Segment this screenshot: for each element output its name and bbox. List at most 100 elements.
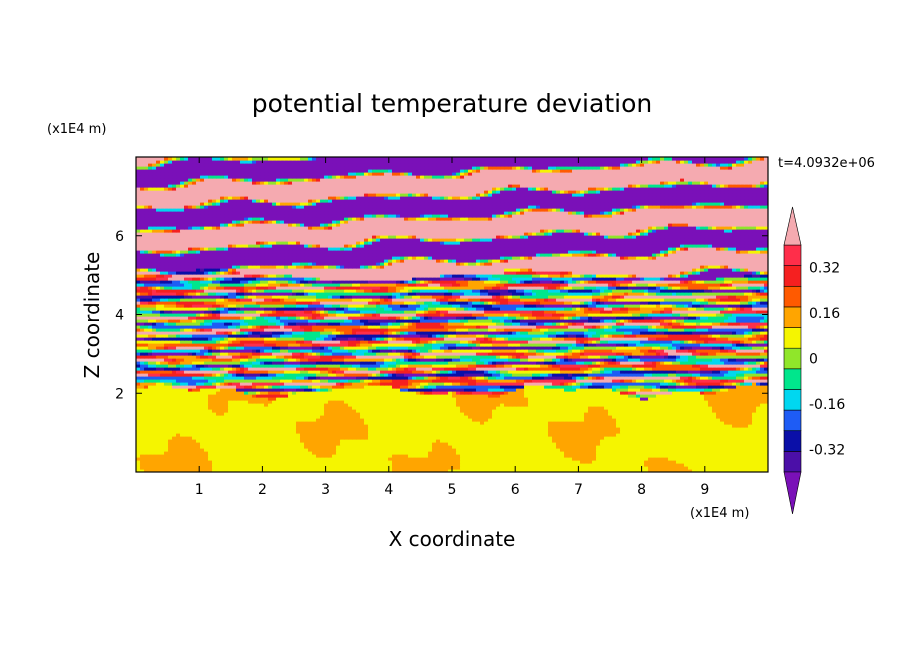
- field-cell: [652, 463, 657, 467]
- field-cell: [496, 469, 501, 472]
- field-cell: [392, 466, 397, 470]
- field-cell: [144, 463, 149, 467]
- field-cell: [588, 463, 593, 467]
- field-cell: [424, 469, 429, 472]
- field-cell: [432, 463, 437, 467]
- field-cell: [740, 469, 745, 472]
- field-cell: [584, 463, 589, 467]
- field-cell: [136, 466, 141, 470]
- field-cell: [500, 469, 505, 472]
- field-cell: [184, 469, 189, 472]
- field-cell: [500, 463, 505, 467]
- field-cell: [336, 469, 341, 472]
- field-cell: [360, 469, 365, 472]
- field-cell: [552, 463, 557, 467]
- field-cell: [216, 466, 221, 470]
- field-cell: [220, 466, 225, 470]
- field-cell: [432, 466, 437, 470]
- field-cell: [144, 466, 149, 470]
- field-cell: [656, 469, 661, 472]
- field-cell: [368, 463, 373, 467]
- field-cell: [152, 463, 157, 467]
- field-cell: [468, 463, 473, 467]
- field-cell: [456, 466, 461, 470]
- field-cell: [476, 466, 481, 470]
- field-cell: [388, 463, 393, 467]
- field-cell: [148, 463, 153, 467]
- field-cell: [668, 469, 673, 472]
- field-cell: [176, 466, 181, 470]
- field-cell: [548, 466, 553, 470]
- field-cell: [220, 469, 225, 472]
- field-cell: [136, 469, 141, 472]
- field-cell: [604, 466, 609, 470]
- field-cell: [152, 466, 157, 470]
- field-cell: [620, 466, 625, 470]
- field-cell: [620, 463, 625, 467]
- field-cell: [420, 466, 425, 470]
- field-cell: [464, 463, 469, 467]
- field-cell: [544, 466, 549, 470]
- field-cell: [520, 463, 525, 467]
- field-cell: [312, 469, 317, 472]
- field-cell: [256, 463, 261, 467]
- field-cell: [568, 463, 573, 467]
- field-cell: [520, 466, 525, 470]
- field-cell: [644, 466, 649, 470]
- field-cell: [532, 463, 537, 467]
- field-cell: [684, 469, 689, 472]
- field-cell: [528, 463, 533, 467]
- field-cell: [188, 466, 193, 470]
- field-cell: [592, 469, 597, 472]
- field-cell: [172, 463, 177, 467]
- field-cell: [396, 463, 401, 467]
- field-cell: [272, 463, 277, 467]
- field-cell: [404, 466, 409, 470]
- field-cell: [480, 463, 485, 467]
- field-cell: [368, 466, 373, 470]
- field-cell: [636, 466, 641, 470]
- field-cell: [228, 463, 233, 467]
- field-cell: [440, 463, 445, 467]
- field-cell: [560, 469, 565, 472]
- field-cell: [680, 466, 685, 470]
- field-cell: [496, 463, 501, 467]
- field-cell: [580, 469, 585, 472]
- field-cell: [756, 466, 761, 470]
- field-cell: [312, 466, 317, 470]
- field-cell: [508, 466, 513, 470]
- field-cell: [600, 466, 605, 470]
- field-cell: [312, 463, 317, 467]
- field-cell: [492, 466, 497, 470]
- field-cell: [568, 469, 573, 472]
- field-cell: [192, 466, 197, 470]
- field-cell: [380, 469, 385, 472]
- field-cell: [152, 469, 157, 472]
- field-cell: [648, 463, 653, 467]
- field-cell: [324, 463, 329, 467]
- field-cell: [428, 466, 433, 470]
- field-cell: [252, 469, 257, 472]
- field-cell: [596, 463, 601, 467]
- field-cell: [364, 469, 369, 472]
- field-cell: [552, 466, 557, 470]
- field-cell: [352, 469, 357, 472]
- field-cell: [288, 463, 293, 467]
- field-cell: [232, 463, 237, 467]
- field-cell: [140, 469, 145, 472]
- field-cell: [224, 466, 229, 470]
- field-cell: [280, 466, 285, 470]
- y-unit-label: (x1E4 m): [47, 122, 106, 137]
- field-cell: [664, 469, 669, 472]
- field-cell: [672, 466, 677, 470]
- field-cell: [320, 466, 325, 470]
- field-cell: [516, 466, 521, 470]
- field-cell: [712, 466, 717, 470]
- field-cell: [380, 466, 385, 470]
- field-cell: [264, 463, 269, 467]
- field-cell: [472, 469, 477, 472]
- field-cell: [512, 463, 517, 467]
- field-cell: [436, 463, 441, 467]
- field-cell: [644, 469, 649, 472]
- field-cell: [156, 463, 161, 467]
